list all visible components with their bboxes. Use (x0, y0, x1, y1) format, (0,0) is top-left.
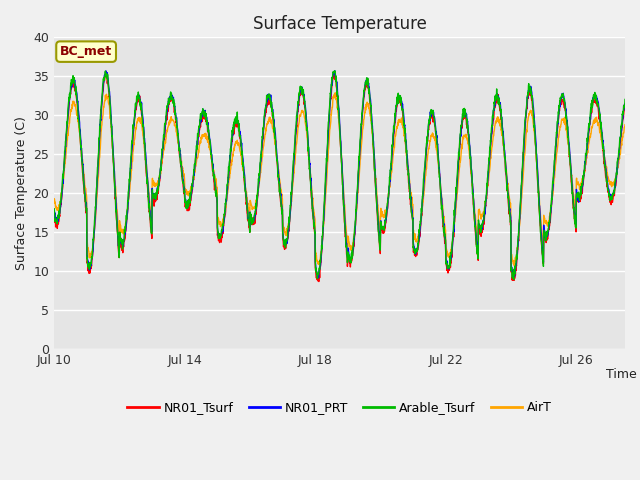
Text: BC_met: BC_met (60, 45, 112, 58)
Title: Surface Temperature: Surface Temperature (253, 15, 427, 33)
Legend: NR01_Tsurf, NR01_PRT, Arable_Tsurf, AirT: NR01_Tsurf, NR01_PRT, Arable_Tsurf, AirT (122, 396, 557, 419)
Y-axis label: Surface Temperature (C): Surface Temperature (C) (15, 116, 28, 270)
X-axis label: Time: Time (605, 368, 636, 381)
